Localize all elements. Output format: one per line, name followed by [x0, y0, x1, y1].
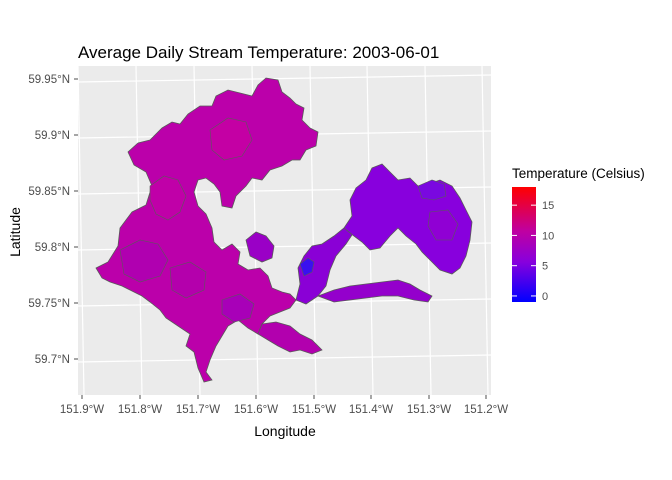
chart-title: Average Daily Stream Temperature: 2003-0…	[78, 43, 439, 62]
region-east-tail	[316, 279, 433, 303]
x-tick-label: 151.4°W	[349, 404, 393, 416]
legend-ticks: 15 10 5 0	[512, 200, 554, 303]
gridline-longitude	[481, 65, 489, 396]
y-tick-label: 59.7°N	[35, 354, 70, 366]
gridline-latitude	[77, 354, 492, 363]
region-west-sub-5	[221, 293, 255, 323]
x-axis-title: Longitude	[254, 423, 316, 439]
legend-tick-label: 15	[542, 200, 554, 212]
region-south	[257, 321, 323, 355]
x-tick-label: 151.3°W	[407, 404, 451, 416]
region-west-sub-3	[209, 117, 253, 161]
legend-colorbar	[512, 187, 536, 302]
x-tick-label: 151.2°W	[464, 404, 508, 416]
gridline-latitude	[77, 74, 492, 83]
legend-tick-label: 10	[542, 230, 554, 242]
y-tick-label: 59.9°N	[35, 130, 70, 142]
legend-tick-label: 5	[542, 261, 548, 273]
region-central	[245, 231, 275, 263]
y-tick-label: 59.95°N	[28, 74, 70, 86]
region-west-sub-4	[169, 261, 207, 299]
x-tick-label: 151.9°W	[60, 404, 104, 416]
gridline-longitude	[77, 65, 85, 396]
x-tick-label: 151.5°W	[292, 404, 336, 416]
legend-tick-label: 0	[542, 291, 548, 303]
region-west-main	[95, 77, 319, 383]
y-tick-label: 59.75°N	[28, 298, 70, 310]
region-coldest	[299, 257, 315, 277]
y-axis: 59.95°N 59.9°N 59.85°N 59.8°N 59.75°N 59…	[28, 74, 78, 366]
legend-title: Temperature (Celsius)	[512, 166, 645, 181]
x-tick-label: 151.6°W	[234, 404, 278, 416]
watershed-regions	[95, 77, 473, 383]
legend: Temperature (Celsius) 15 10 5 0	[512, 166, 645, 303]
region-east-sub-1	[417, 179, 447, 201]
region-west-sub-1	[149, 175, 187, 221]
y-axis-title: Latitude	[7, 207, 23, 257]
x-axis: 151.9°W 151.8°W 151.7°W 151.6°W 151.5°W …	[60, 395, 508, 416]
region-west-sub-2	[119, 239, 169, 283]
region-east-sub-2	[427, 209, 459, 241]
gridline-longitude	[309, 65, 317, 396]
y-tick-label: 59.8°N	[35, 242, 70, 254]
y-tick-label: 59.85°N	[28, 186, 70, 198]
x-tick-label: 151.7°W	[176, 404, 220, 416]
x-tick-label: 151.8°W	[118, 404, 162, 416]
